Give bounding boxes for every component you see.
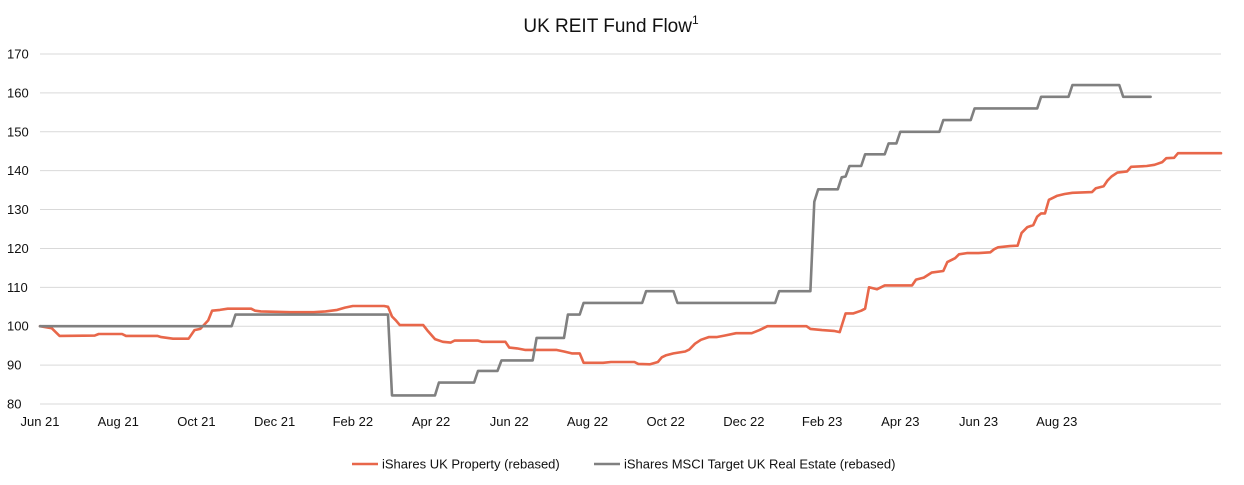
x-tick-label: Jun 22 xyxy=(490,414,529,429)
y-tick-label: 100 xyxy=(7,319,29,334)
chart-title: UK REIT Fund Flow1 xyxy=(523,13,699,37)
x-tick-label: Aug 21 xyxy=(98,414,139,429)
chart-title-superscript: 1 xyxy=(692,13,699,27)
x-tick-label: Apr 22 xyxy=(412,414,450,429)
y-axis-tick-labels: 80 90 100 110 120 130 140 150 160 170 xyxy=(7,47,29,412)
x-tick-label: Feb 22 xyxy=(333,414,373,429)
y-tick-label: 150 xyxy=(7,124,29,139)
x-tick-label: Oct 22 xyxy=(647,414,685,429)
chart-title-text: UK REIT Fund Flow xyxy=(523,16,692,37)
x-tick-label: Feb 23 xyxy=(802,414,842,429)
x-tick-label: Apr 23 xyxy=(881,414,919,429)
legend: iShares UK Property (rebased) iShares MSC… xyxy=(352,457,895,472)
series-lines xyxy=(38,83,1223,397)
x-tick-label: Jun 21 xyxy=(20,414,59,429)
x-tick-label: Jun 23 xyxy=(959,414,998,429)
x-tick-label: Oct 21 xyxy=(177,414,215,429)
legend-label: iShares MSCI Target UK Real Estate (reba… xyxy=(624,457,895,472)
y-tick-label: 140 xyxy=(7,163,29,178)
y-tick-label: 110 xyxy=(7,280,28,295)
y-tick-label: 130 xyxy=(7,202,29,217)
x-tick-label: Dec 21 xyxy=(254,414,295,429)
legend-label: iShares UK Property (rebased) xyxy=(382,457,560,472)
y-tick-label: 90 xyxy=(7,358,21,373)
x-tick-label: Aug 22 xyxy=(567,414,608,429)
y-tick-label: 170 xyxy=(7,47,29,62)
y-tick-label: 120 xyxy=(7,241,29,256)
x-axis-tick-labels: Jun 21 Aug 21 Oct 21 Dec 21 Feb 22 Apr 22 Jun … xyxy=(20,414,1077,429)
x-tick-label: Dec 22 xyxy=(723,414,764,429)
series-line-2 xyxy=(38,83,1152,397)
series-line-1 xyxy=(38,151,1223,366)
x-tick-label: Aug 23 xyxy=(1036,414,1077,429)
y-tick-label: 160 xyxy=(7,85,29,100)
grid-lines xyxy=(40,53,1221,405)
y-tick-label: 80 xyxy=(7,397,21,412)
